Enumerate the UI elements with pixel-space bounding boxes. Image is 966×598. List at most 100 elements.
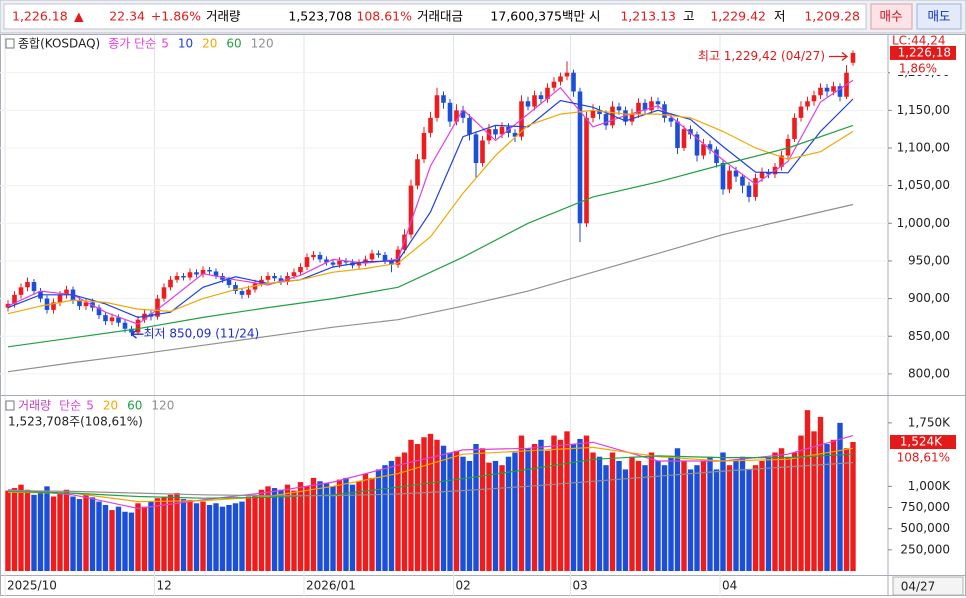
volume-bar — [596, 456, 603, 571]
candle-body — [499, 126, 505, 135]
candle-body — [64, 289, 69, 295]
low-annotation: 최저 850,09 (11/24) — [144, 327, 260, 341]
candle-body — [785, 138, 791, 156]
volume-bar — [687, 469, 694, 571]
candle-body — [512, 132, 518, 137]
volume-bar — [473, 444, 479, 571]
volume-bar — [317, 481, 323, 571]
candle-body — [681, 129, 687, 148]
candle-body — [213, 271, 219, 277]
y-tick-label: 1,000,00 — [897, 216, 950, 230]
volume-bar — [180, 499, 187, 571]
candle-body — [694, 134, 700, 156]
candle-body — [720, 163, 726, 190]
volume-bar — [278, 489, 284, 571]
volume-bar — [570, 444, 577, 571]
candle-body — [356, 263, 362, 266]
candle-body — [733, 170, 739, 177]
candle-body — [311, 254, 316, 258]
volume-bar — [63, 489, 70, 571]
candle-body — [77, 300, 82, 307]
volume-bar — [122, 511, 128, 571]
candle-body — [616, 106, 622, 111]
buy-button-label[interactable]: 매수 — [879, 9, 902, 24]
high-arrow — [829, 51, 849, 62]
sell-button[interactable] — [916, 3, 962, 30]
candle-body — [636, 102, 641, 115]
header-open-label: 시 — [589, 9, 601, 24]
candle-body — [246, 289, 251, 295]
candle-body — [818, 87, 823, 96]
volume-bar — [401, 452, 408, 571]
candle-body — [525, 101, 531, 107]
volume-bar — [577, 438, 583, 571]
pct-bg — [890, 60, 956, 75]
volume-bar — [5, 490, 11, 571]
volume-bar — [707, 456, 713, 571]
volume-bar — [694, 465, 700, 571]
candle-body — [194, 272, 199, 275]
volume-bar — [492, 460, 499, 571]
volume-bar — [713, 469, 720, 571]
volume-bar — [187, 499, 193, 571]
volume-bar — [50, 496, 57, 571]
candle-body — [746, 185, 752, 197]
low-arrow — [130, 329, 144, 339]
volume-bar — [512, 452, 518, 571]
volume-bar — [720, 452, 726, 571]
high-annotation: 최고 1,229,42 (04/27) — [698, 49, 825, 63]
lc-label: LC:44,24 — [892, 34, 945, 48]
volume-bar — [843, 448, 850, 571]
candle-body — [324, 259, 329, 263]
y-tick-label: 1,000K — [908, 479, 951, 493]
candle-body — [233, 285, 238, 292]
buy-button[interactable] — [870, 3, 913, 30]
y-tick-label: 850,00 — [908, 329, 950, 343]
volume-bar — [226, 504, 232, 571]
volume-bar — [167, 494, 174, 571]
candle-body — [12, 294, 17, 304]
x-tick-label: 02 — [456, 579, 471, 593]
volume-bar — [89, 497, 96, 571]
x-tick-label: 2025/10 — [7, 579, 57, 593]
candle-body — [181, 276, 186, 278]
volume-bar — [674, 448, 681, 571]
candle-body — [480, 140, 485, 164]
sell-button-label[interactable]: 매도 — [927, 9, 950, 24]
candle-body — [688, 129, 693, 135]
volume-bar — [109, 510, 115, 571]
moving-average — [7, 203, 854, 373]
candle-body — [434, 95, 440, 118]
volume-bar — [531, 444, 538, 571]
volume-bar — [245, 496, 252, 571]
candle-body — [330, 262, 336, 265]
volume-bar — [154, 498, 161, 571]
volume-moving-average — [7, 435, 854, 510]
candle-body — [382, 254, 388, 261]
volume-bar — [635, 460, 642, 571]
overlay: 2025/10 12 2026/01 02 03 04 800,00 850,00 900,00… — [7, 34, 964, 596]
volume-bar — [388, 460, 395, 571]
candle-body — [577, 91, 583, 224]
volume-bar — [642, 465, 648, 571]
volume-info: 1,523,708주(108,61%) — [8, 415, 143, 429]
y-tick-label: 900,00 — [908, 291, 950, 305]
volume-bar — [232, 503, 239, 571]
volume-bar — [590, 452, 596, 571]
legend-entry: 10 — [178, 37, 193, 51]
volume-bar — [115, 506, 122, 571]
volume-bar — [837, 422, 843, 571]
candle-body — [369, 253, 375, 260]
x-tick-label: 04 — [722, 579, 737, 593]
volume-bar — [564, 431, 570, 571]
candle-body — [343, 260, 349, 263]
volume-moving-average — [7, 453, 854, 499]
legend-entry: 60 — [226, 37, 241, 51]
volume-bar — [440, 445, 447, 571]
y-tick-label: 500,000 — [900, 521, 950, 535]
legend-title: 종합(KOSDAQ) — [18, 37, 100, 51]
last-price-box — [890, 45, 956, 60]
volume-bar — [603, 465, 609, 571]
volume-bar — [304, 486, 310, 571]
candle-body — [207, 269, 212, 272]
